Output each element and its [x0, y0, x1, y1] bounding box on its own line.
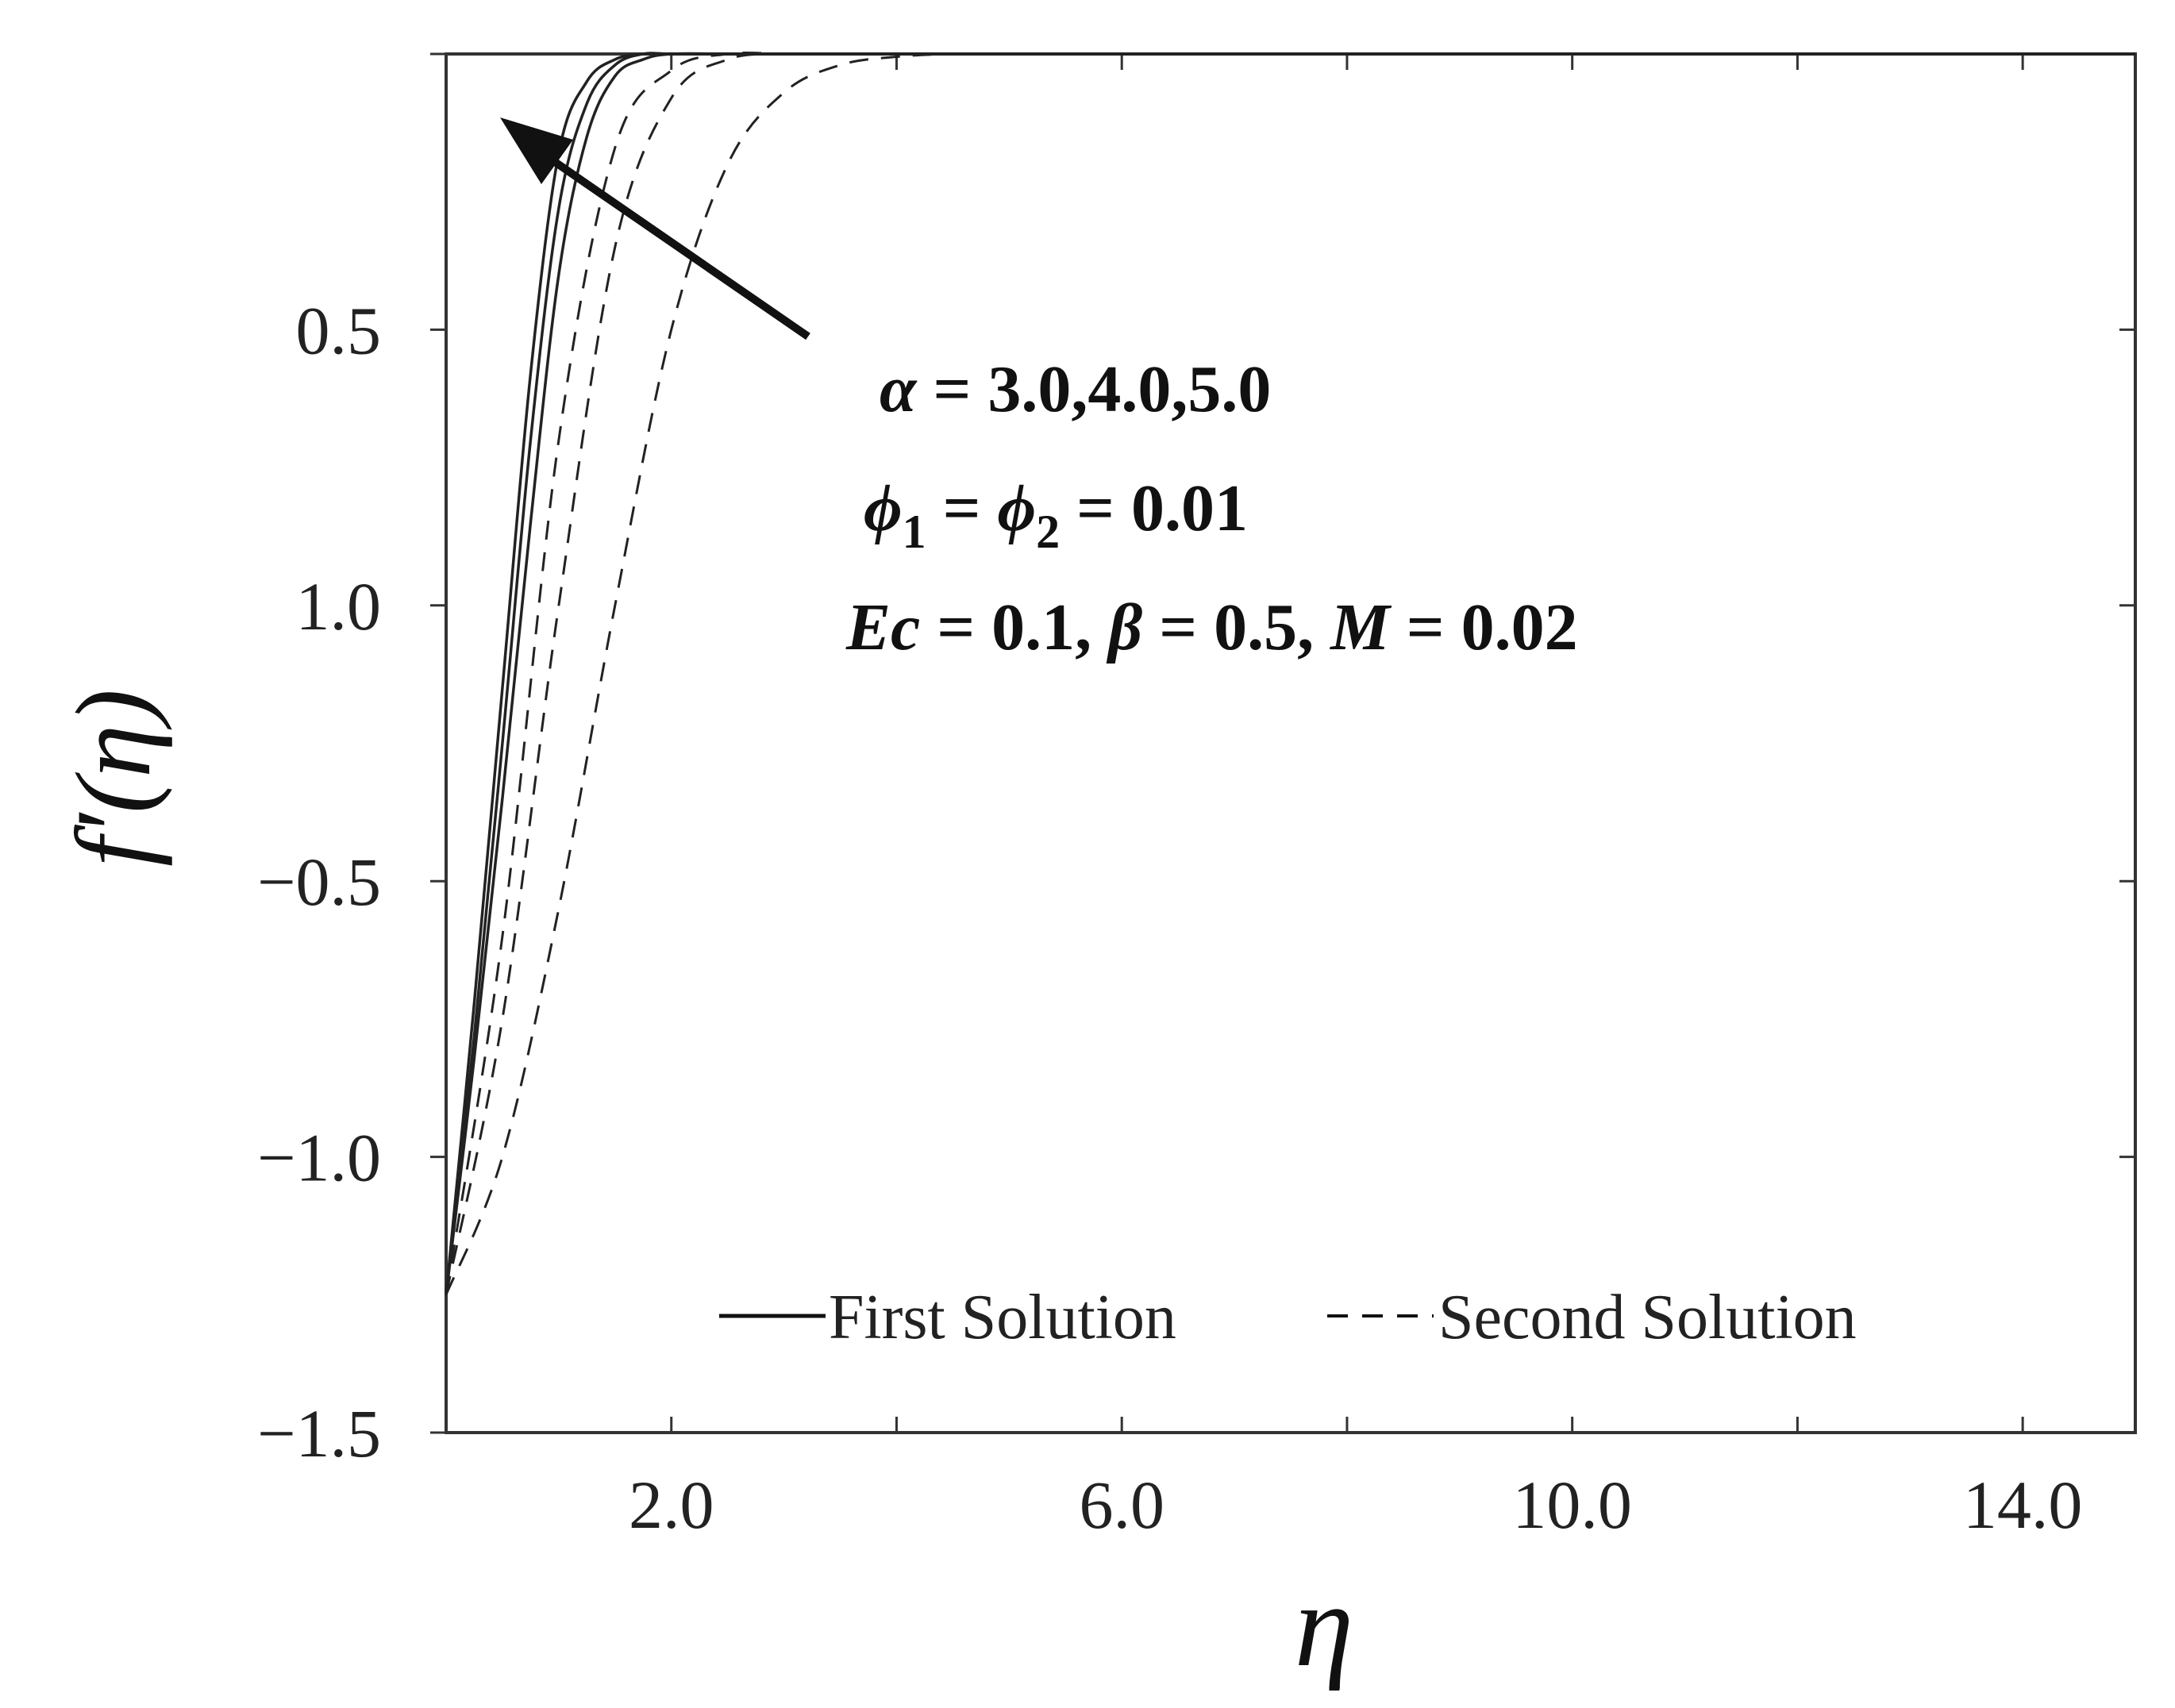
x-tick-label: 2.0 [629, 1467, 714, 1543]
first-solution-curve-3 [445, 52, 2135, 1295]
x-tick-label: 6.0 [1079, 1467, 1164, 1543]
annotation-alpha-symbol: α [880, 352, 918, 426]
annotation-ec-symbol: Ec [845, 590, 920, 664]
x-tick-label: 10.0 [1512, 1467, 1632, 1543]
annotation-line-3: Ec = 0.1, β = 0.5, M = 0.02 [845, 590, 1578, 664]
x-tick-label: 14.0 [1963, 1467, 2083, 1543]
annotation-beta-symbol: β [1106, 590, 1142, 664]
y-tick-label: −1.0 [257, 1120, 381, 1196]
annotation-line-1: α = 3.0,4.0,5.0 [880, 352, 1271, 426]
legend-first-solution: First Solution [829, 1283, 1176, 1352]
annotation-phi1-symbol: ϕ [864, 471, 903, 545]
annotation-phi-equals: = [926, 471, 998, 545]
annotation-alpha-values: = 3.0,4.0,5.0 [916, 352, 1271, 426]
second-solution-curve-1 [445, 51, 2135, 1295]
second-solution-curve-3 [445, 52, 2135, 1295]
annotation-beta-value: = 0.5, [1142, 590, 1330, 664]
annotation-m-symbol: M [1329, 590, 1392, 664]
first-solution-curve-2 [445, 52, 2135, 1295]
annotation-line-2: ϕ1 = ϕ2 = 0.01 [864, 471, 1248, 558]
annotation-phi1-subscript: 1 [903, 506, 926, 558]
y-tick-label: 1.0 [296, 568, 382, 644]
legend: First Solution Second Solution [719, 1283, 1857, 1352]
annotation-phi2-symbol: ϕ [997, 471, 1036, 545]
data-series [445, 51, 2135, 1295]
annotation-ec-value: = 0.1, [920, 590, 1108, 664]
second-solution-curve-2 [445, 52, 2135, 1295]
axis-ticks [430, 52, 2135, 1434]
annotation-m-value: = 0.02 [1390, 590, 1578, 664]
legend-second-solution: Second Solution [1438, 1283, 1857, 1352]
y-tick-label: −1.5 [257, 1395, 381, 1471]
y-tick-label: 0.5 [296, 292, 382, 368]
x-axis-title: η [1295, 1560, 1353, 1691]
y-tick-label: −0.5 [257, 844, 381, 920]
axis-tick-labels: 2.0 6.0 10.0 14.0 −1.5 −1.0 −0.5 1.0 0.5 [257, 292, 2082, 1543]
annotation-phi2-subscript: 2 [1036, 506, 1060, 558]
annotation-phi-value: = 0.01 [1060, 471, 1248, 545]
trend-arrow [500, 117, 810, 340]
first-solution-curve-1 [445, 52, 2135, 1295]
y-axis-title: f′(η) [55, 689, 173, 867]
